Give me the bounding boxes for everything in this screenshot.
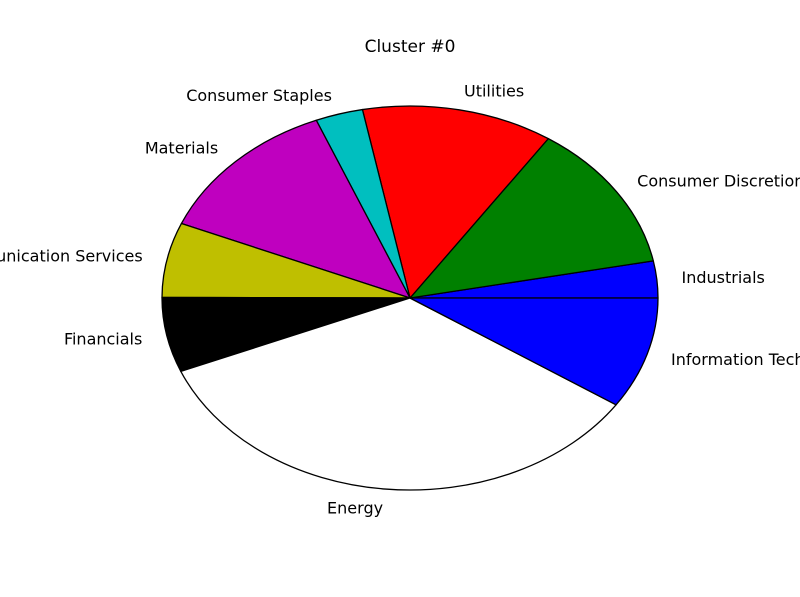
pie-slice-consumer-discretionary <box>409 137 654 299</box>
pie-slice-materials <box>180 119 411 299</box>
slice-label-materials: Materials <box>145 138 218 157</box>
slice-label-energy: Energy <box>327 499 383 518</box>
slice-label-communication-services: Communication Services <box>0 246 143 265</box>
slice-label-industrials: Industrials <box>682 268 765 287</box>
chart-title: Cluster #0 <box>365 37 456 57</box>
pie-slice-utilities <box>361 105 549 299</box>
slice-label-consumer-staples: Consumer Staples <box>186 86 332 105</box>
pie-labels: Industrials Consumer Discretionary Utiliti… <box>0 81 800 517</box>
pie-slice-information-technology <box>409 297 659 406</box>
slice-label-consumer-discretionary: Consumer Discretionary <box>637 172 800 191</box>
slice-label-utilities: Utilities <box>464 81 524 100</box>
pie-slice-energy <box>180 297 617 491</box>
slice-label-information-technology: Information Technology <box>671 350 800 369</box>
pie-slices <box>161 105 659 491</box>
slice-label-financials: Financials <box>64 329 142 348</box>
